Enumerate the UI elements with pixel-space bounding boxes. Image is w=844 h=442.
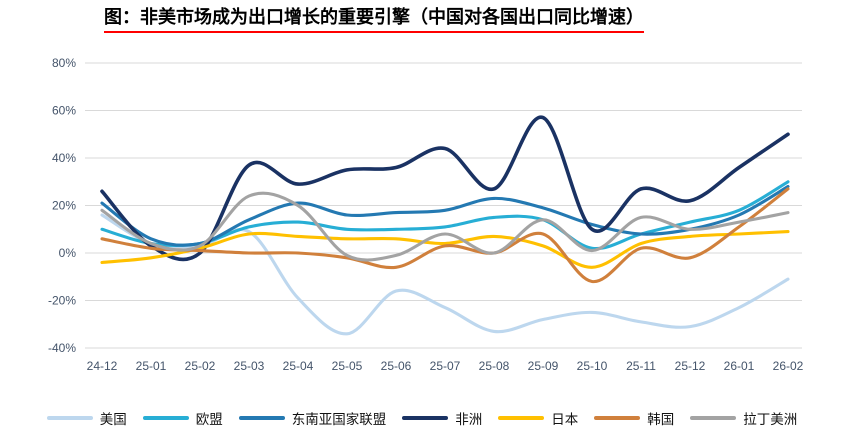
- x-tick-label: 25-11: [626, 359, 656, 373]
- y-tick-label: 0%: [59, 246, 77, 260]
- series-line: [100, 180, 790, 251]
- x-tick-label: 25-04: [282, 359, 314, 373]
- x-tick-label: 25-08: [478, 359, 510, 373]
- x-tick-label: 25-12: [674, 359, 706, 373]
- legend-line-swatch: [238, 415, 285, 421]
- legend-label: 欧盟: [195, 412, 223, 427]
- y-tick-label: 20%: [52, 199, 76, 213]
- legend-label: 美国: [99, 412, 127, 427]
- x-tick-label: 24-12: [86, 359, 118, 373]
- legend-item: 拉丁美洲: [690, 408, 797, 428]
- legend-label: 非洲: [455, 412, 483, 427]
- legend-item: 日本: [498, 408, 578, 428]
- x-tick-label: 25-02: [184, 359, 216, 373]
- series-line: [100, 187, 790, 284]
- y-tick-label: 60%: [52, 104, 76, 118]
- x-tick-label: 25-06: [380, 359, 412, 373]
- legend-label: 日本: [551, 412, 579, 427]
- series-line: [100, 191, 790, 262]
- series-line: [100, 184, 790, 247]
- x-tick-label: 25-10: [576, 359, 608, 373]
- y-tick-label: 80%: [52, 56, 76, 70]
- x-tick-label: 26-01: [723, 359, 755, 373]
- legend-line-swatch: [498, 415, 545, 421]
- y-tick-label: -40%: [48, 341, 76, 355]
- y-tick-label: -20%: [48, 294, 76, 308]
- chart-title: 图：非美市场成为出口增长的重要引擎（中国对各国出口同比增速）: [104, 6, 644, 33]
- x-tick-label: 25-01: [135, 359, 167, 373]
- chart-title-wrap: 图：非美市场成为出口增长的重要引擎（中国对各国出口同比增速）: [104, 6, 644, 33]
- y-tick-label: 40%: [52, 151, 76, 165]
- x-tick-label: 26-02: [772, 359, 804, 373]
- legend-line-swatch: [46, 415, 93, 421]
- x-tick-label: 25-05: [331, 359, 363, 373]
- series-line: [100, 115, 790, 262]
- legend-line-swatch: [142, 415, 189, 421]
- legend-item: 美国: [46, 408, 127, 428]
- line-chart-plot-area: 80% 60% 40% 20% 0% -20% -40%: [48, 56, 802, 355]
- x-tick-label: 25-03: [233, 359, 265, 373]
- legend-line-swatch: [690, 415, 737, 421]
- x-axis: 24-12 25-01 25-02 25-03 25-04 25-05 25-06 25-07…: [0, 359, 844, 377]
- series-line: [100, 230, 790, 269]
- legend-line-swatch: [594, 415, 641, 421]
- x-tick-label: 25-07: [429, 359, 461, 373]
- legend-item: 非洲: [402, 408, 482, 428]
- chart-legend: 美国 欧盟 东南亚国家联盟 非洲 日本 韩国 拉丁美洲: [0, 408, 844, 428]
- legend-item: 韩国: [594, 408, 674, 428]
- legend-label: 韩国: [647, 412, 675, 427]
- legend-item: 东南亚国家联盟: [238, 408, 387, 428]
- x-tick-label: 25-09: [527, 359, 559, 373]
- legend-label: 东南亚国家联盟: [291, 412, 387, 427]
- legend-label: 拉丁美洲: [743, 412, 798, 427]
- legend-line-swatch: [402, 415, 449, 421]
- legend-item: 欧盟: [142, 408, 223, 428]
